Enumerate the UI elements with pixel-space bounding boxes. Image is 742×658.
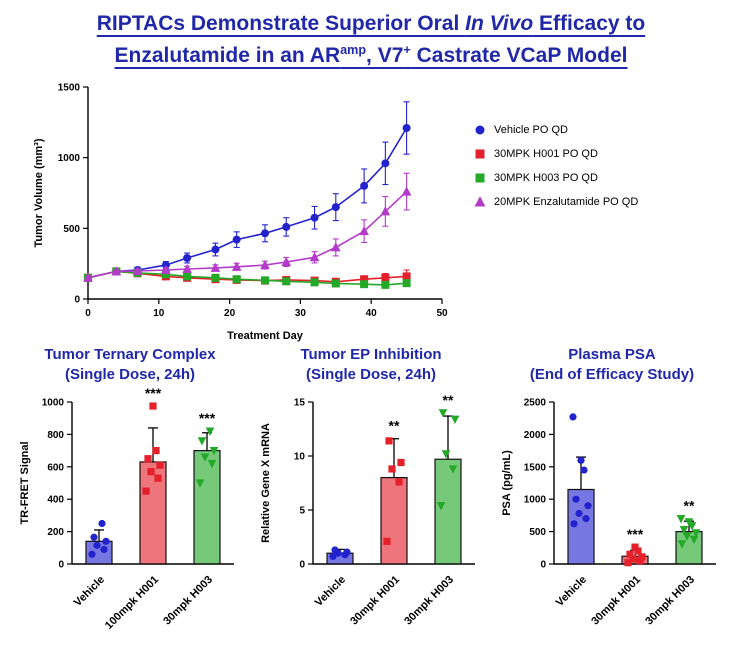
slide-title-line1: RIPTACs Demonstrate Superior Oral In Viv… (0, 8, 742, 40)
panel-tumor-ep-inhibition: Tumor EP Inhibition (Single Dose, 24h) 0… (251, 345, 491, 633)
legend-item-h003: 30MPK H003 PO QD (472, 171, 638, 185)
svg-text:30mpk H001: 30mpk H001 (348, 574, 402, 628)
ternary-complex-chart-title: Tumor Ternary Complex (Single Dose, 24h) (10, 345, 250, 384)
efficacy-chart-row: 0 500 1000 1500 0 10 20 30 40 50 Tumor Volume (mm³… (0, 77, 742, 345)
gene-x-mrna-bar-chart: 0 5 10 15 Relative Gene X mRNA Vehicle ** 30mpk… (260, 392, 475, 628)
legend-label: 30MPK H003 PO QD (494, 172, 598, 184)
svg-text:PSA (pg/mL): PSA (pg/mL) (501, 450, 513, 516)
title-text: Castrate VCaP Model (410, 43, 628, 67)
legend-label: 20MPK Enzalutamide PO QD (494, 196, 639, 208)
svg-text:***: *** (145, 385, 162, 401)
svg-text:0: 0 (58, 560, 64, 571)
svg-text:200: 200 (47, 527, 64, 538)
chart-title-line1: Tumor Ternary Complex (44, 346, 216, 363)
svg-text:15: 15 (294, 398, 306, 409)
svg-text:1500: 1500 (58, 83, 81, 94)
title-text: Enzalutamide in an AR (114, 43, 341, 67)
ep-inhibition-chart-title: Tumor EP Inhibition (Single Dose, 24h) (251, 345, 491, 384)
svg-text:5: 5 (299, 506, 305, 517)
legend-label: 30MPK H001 PO QD (494, 148, 598, 160)
enzalutamide-triangle-marker-icon (472, 195, 488, 209)
svg-text:0: 0 (540, 560, 546, 571)
svg-text:**: ** (389, 418, 400, 434)
legend-label: Vehicle PO QD (494, 124, 568, 136)
svg-text:TR-FRET Signal: TR-FRET Signal (19, 441, 31, 524)
svg-text:400: 400 (47, 495, 64, 506)
svg-text:**: ** (684, 498, 695, 514)
bar-charts-row: Tumor Ternary Complex (Single Dose, 24h)… (0, 345, 742, 633)
svg-text:0: 0 (299, 560, 305, 571)
chart-title-line2: (End of Efficacy Study) (529, 365, 695, 383)
svg-text:20: 20 (224, 308, 236, 319)
svg-text:Relative Gene X mRNA: Relative Gene X mRNA (260, 423, 272, 543)
legend-item-vehicle: Vehicle PO QD (472, 123, 638, 137)
svg-text:Vehicle: Vehicle (72, 574, 107, 609)
chart-title-line2: (Single Dose, 24h) (305, 365, 437, 383)
slide-title-line2: Enzalutamide in an ARamp, V7+ Castrate V… (0, 40, 742, 72)
svg-text:30mpk H003: 30mpk H003 (161, 574, 215, 628)
chart-title-line1: Plasma PSA (568, 346, 656, 363)
chart-title-line1: Tumor EP Inhibition (300, 346, 442, 363)
vehicle-circle-marker-icon (472, 123, 488, 137)
title-text: Efficacy to (533, 12, 646, 35)
legend-item-enzalutamide: 20MPK Enzalutamide PO QD (472, 195, 638, 209)
svg-text:30mpk H003: 30mpk H003 (643, 574, 697, 628)
h001-square-marker-icon (472, 147, 488, 161)
psa-bar-chart: 0 500 1000 1500 2000 2500 PSA (pg/mL) Vehicle **… (501, 398, 716, 628)
svg-text:500: 500 (529, 527, 546, 538)
svg-text:**: ** (443, 392, 454, 408)
svg-text:10: 10 (153, 308, 165, 319)
svg-text:30: 30 (295, 308, 307, 319)
svg-text:30mpk H001: 30mpk H001 (589, 574, 643, 628)
legend-item-h001: 30MPK H001 PO QD (472, 147, 638, 161)
title-text: RIPTACs Demonstrate Superior Oral (96, 12, 466, 35)
svg-text:600: 600 (47, 462, 64, 473)
chart-title-line2: (Single Dose, 24h) (64, 365, 196, 383)
svg-text:100mpk H001: 100mpk H001 (103, 574, 161, 632)
svg-text:2500: 2500 (524, 398, 547, 409)
svg-text:50: 50 (436, 308, 448, 319)
svg-text:***: *** (627, 526, 644, 542)
title-italic-in-vivo: In Vivo (465, 12, 534, 35)
title-superscript-plus: + (403, 42, 411, 57)
svg-text:500: 500 (63, 224, 80, 235)
slide-title: RIPTACs Demonstrate Superior Oral In Viv… (0, 0, 742, 71)
svg-text:1500: 1500 (524, 462, 547, 473)
svg-text:800: 800 (47, 430, 64, 441)
svg-text:1000: 1000 (524, 495, 547, 506)
svg-text:2000: 2000 (524, 430, 547, 441)
svg-text:40: 40 (366, 308, 378, 319)
svg-text:Vehicle: Vehicle (554, 574, 589, 609)
h003-square-marker-icon (472, 171, 488, 185)
svg-text:30mpk H003: 30mpk H003 (402, 574, 456, 628)
efficacy-legend: Vehicle PO QD 30MPK H001 PO QD 30MPK H00… (472, 123, 638, 209)
svg-text:0: 0 (85, 308, 91, 319)
svg-text:Vehicle: Vehicle (313, 574, 348, 609)
svg-text:1000: 1000 (58, 153, 81, 164)
svg-text:***: *** (199, 410, 216, 426)
svg-text:Tumor Volume (mm³): Tumor Volume (mm³) (33, 138, 45, 247)
tumor-volume-line-chart: 0 500 1000 1500 0 10 20 30 40 50 Tumor Volume (mm³… (33, 83, 448, 343)
svg-text:0: 0 (74, 295, 80, 306)
tr-fret-bar-chart: 0 200 400 600 800 1000 TR-FRET Signal Vehicle **… (19, 385, 234, 632)
title-superscript-amp: amp (340, 42, 367, 57)
plasma-psa-chart-title: Plasma PSA (End of Efficacy Study) (492, 345, 732, 384)
title-text: , V7 (366, 43, 404, 67)
panel-plasma-psa: Plasma PSA (End of Efficacy Study) 0 500 1… (492, 345, 732, 633)
svg-text:1000: 1000 (42, 398, 65, 409)
svg-text:10: 10 (294, 452, 306, 463)
svg-text:Treatment Day: Treatment Day (227, 330, 304, 342)
panel-tumor-ternary-complex: Tumor Ternary Complex (Single Dose, 24h)… (10, 345, 250, 633)
